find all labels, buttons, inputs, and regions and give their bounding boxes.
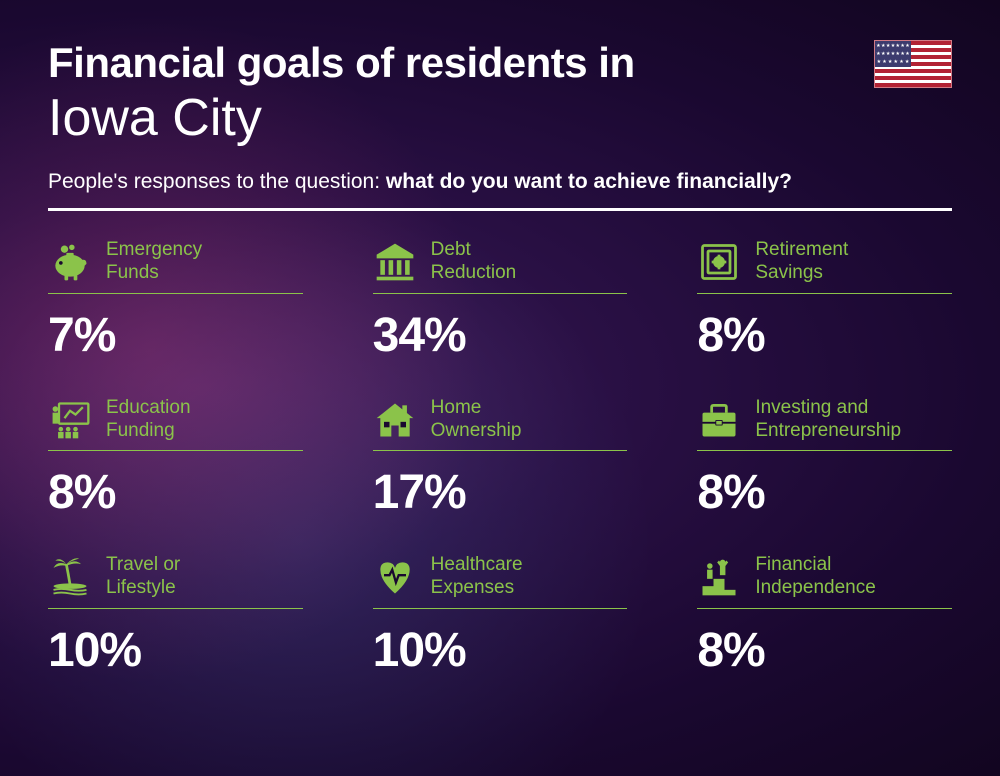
subtitle-prefix: People's responses to the question:	[48, 170, 386, 193]
subtitle-bold: what do you want to achieve financially?	[386, 170, 792, 193]
header: Financial goals of residents in Iowa Cit…	[48, 40, 952, 148]
stat-label: Investing andEntrepreneurship	[755, 397, 901, 443]
title-line1: Financial goals of residents in	[48, 40, 874, 86]
stat-retirement-savings: RetirementSavings 8%	[697, 239, 952, 363]
divider	[48, 208, 952, 211]
stats-grid: EmergencyFunds 7% DebtReduction 34% Reti…	[48, 239, 952, 678]
us-flag-icon: ★★★★★ ★★★★★ ★★★★★ ★★★★★	[874, 40, 952, 88]
stat-financial-independence: FinancialIndependence 8%	[697, 554, 952, 678]
stat-education-funding: EducationFunding 8%	[48, 397, 303, 521]
stat-label: EmergencyFunds	[106, 239, 202, 285]
stat-debt-reduction: DebtReduction 34%	[373, 239, 628, 363]
stat-label: RetirementSavings	[755, 239, 848, 285]
stat-label: FinancialIndependence	[755, 554, 875, 600]
podium-icon	[697, 555, 741, 599]
stat-investing: Investing andEntrepreneurship 8%	[697, 397, 952, 521]
safe-icon	[697, 240, 741, 284]
stat-home-ownership: HomeOwnership 17%	[373, 397, 628, 521]
title-block: Financial goals of residents in Iowa Cit…	[48, 40, 874, 148]
stat-emergency-funds: EmergencyFunds 7%	[48, 239, 303, 363]
stat-value: 34%	[373, 308, 628, 363]
stat-value: 8%	[697, 623, 952, 678]
briefcase-icon	[697, 398, 741, 442]
stat-value: 17%	[373, 465, 628, 520]
piggy-bank-icon	[48, 240, 92, 284]
stat-value: 8%	[48, 465, 303, 520]
heartbeat-icon	[373, 555, 417, 599]
subtitle: People's responses to the question: what…	[48, 170, 952, 194]
house-icon	[373, 398, 417, 442]
stat-value: 8%	[697, 308, 952, 363]
stat-label: EducationFunding	[106, 397, 191, 443]
stat-healthcare-expenses: HealthcareExpenses 10%	[373, 554, 628, 678]
stat-label: DebtReduction	[431, 239, 517, 285]
bank-icon	[373, 240, 417, 284]
stat-value: 8%	[697, 465, 952, 520]
title-line2: Iowa City	[48, 88, 874, 148]
stat-value: 10%	[373, 623, 628, 678]
stat-label: HealthcareExpenses	[431, 554, 523, 600]
stat-label: Travel orLifestyle	[106, 554, 180, 600]
stat-travel-lifestyle: Travel orLifestyle 10%	[48, 554, 303, 678]
stat-label: HomeOwnership	[431, 397, 522, 443]
presentation-icon	[48, 398, 92, 442]
stat-value: 10%	[48, 623, 303, 678]
stat-value: 7%	[48, 308, 303, 363]
palm-tree-icon	[48, 555, 92, 599]
